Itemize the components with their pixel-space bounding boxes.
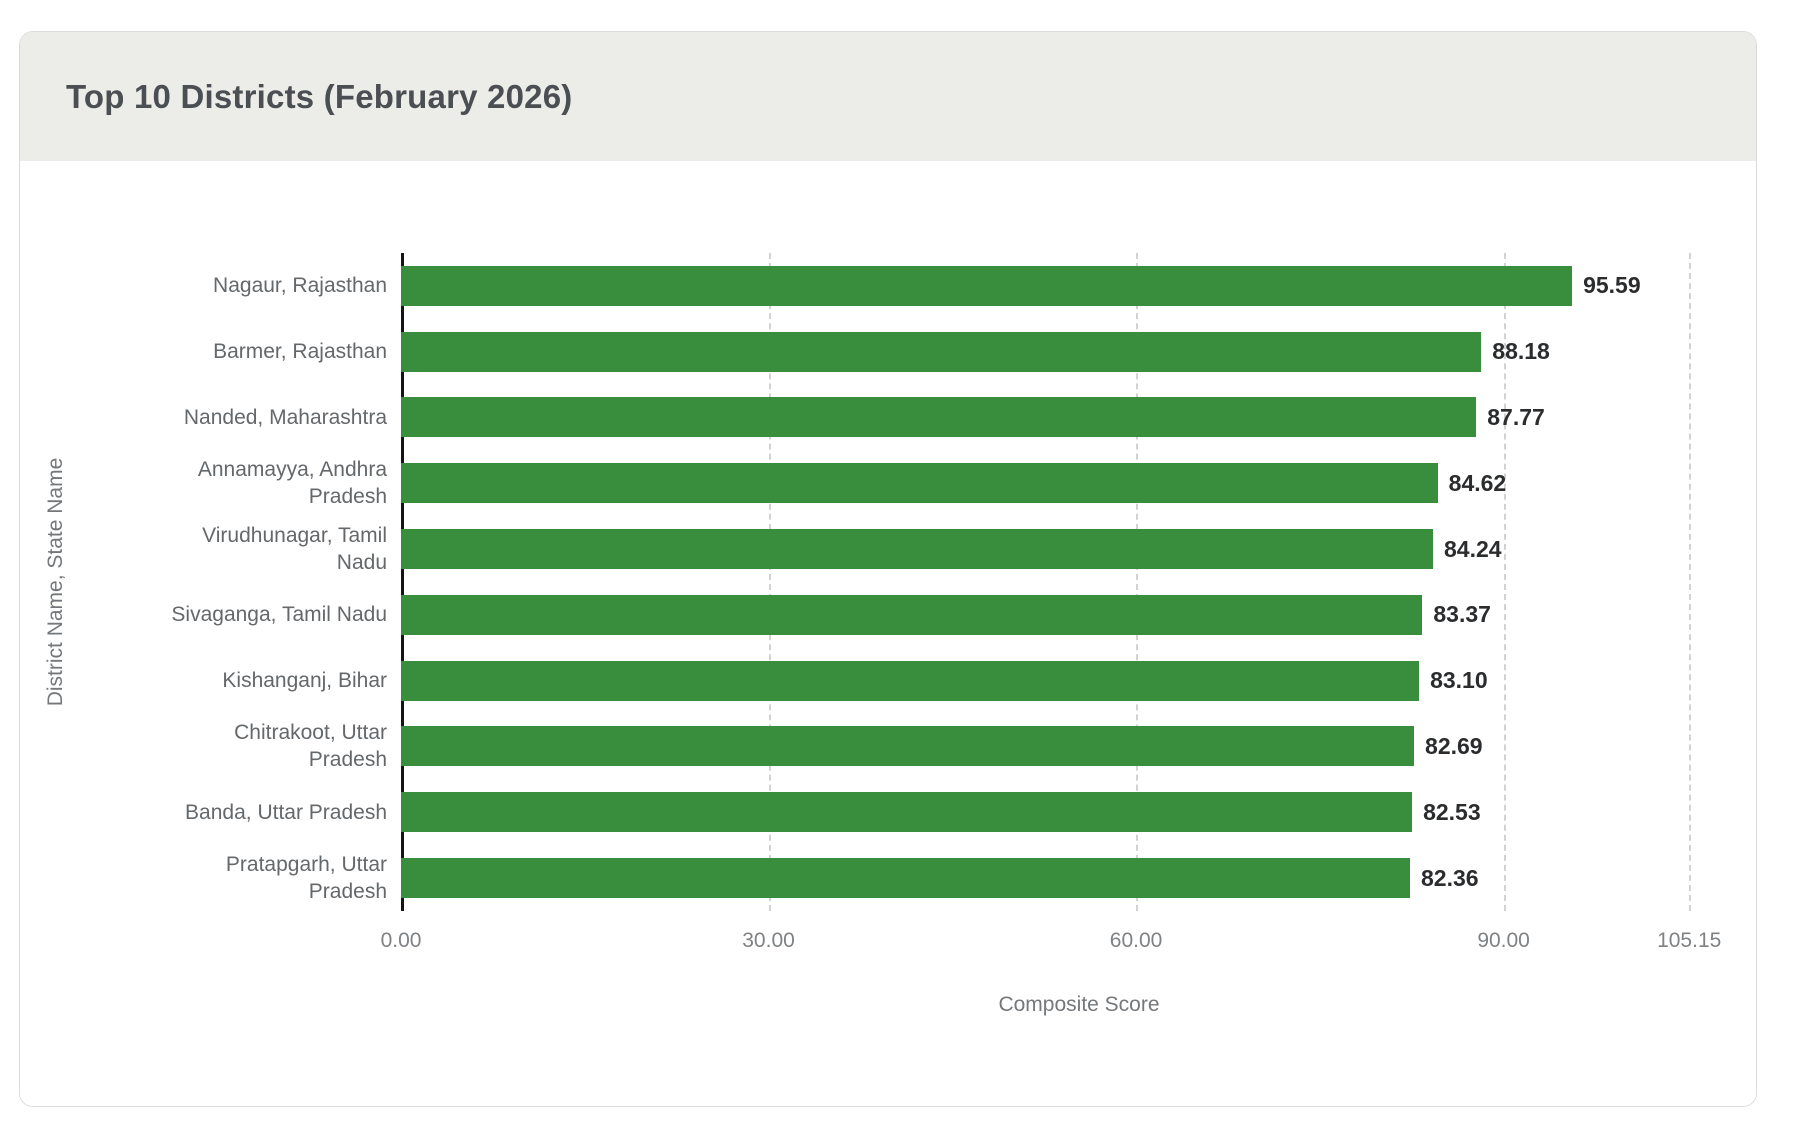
chart-title: Top 10 Districts (February 2026): [66, 77, 573, 115]
gridline-x-90.00: [1503, 253, 1506, 911]
bar-value-label: 82.69: [1425, 732, 1483, 759]
category-label-text: Kishanganj, Bihar: [222, 669, 387, 693]
category-label: Barmer, Rajasthan: [20, 319, 387, 385]
bar-value-label: 82.36: [1420, 864, 1479, 891]
chart-card-header: Top 10 Districts (February 2026): [20, 32, 1756, 161]
bar-row: 88.18: [401, 319, 1756, 385]
bar-value-label: 88.18: [1492, 338, 1550, 365]
category-label-text: Annamayya, Andhra Pradesh: [197, 457, 387, 509]
category-label-text: Banda, Uttar Pradesh: [185, 800, 387, 824]
category-label: Virudhunagar, Tamil Nadu: [20, 516, 387, 582]
bar-rows: 95.59 88.18 87.77 84.62 84.24 83.37 83.10 82.69…: [401, 253, 1756, 911]
x-tick-label: 30.00: [742, 929, 795, 952]
bar-row: 83.37: [401, 582, 1756, 648]
bar-row: 82.36: [401, 845, 1756, 911]
bar-value-label: 83.10: [1430, 667, 1488, 694]
bar-value-label: 84.62: [1448, 469, 1507, 496]
category-label-text: Virudhunagar, Tamil Nadu: [202, 523, 387, 575]
category-label-text: Nanded, Maharashtra: [183, 405, 387, 429]
plot-area: 95.59 88.18 87.77 84.62 84.24 83.37 83.10 82.69…: [401, 253, 1756, 911]
chart-body: District Name, State Name Nagaur, Rajast…: [20, 161, 1756, 1106]
category-label: Annamayya, Andhra Pradesh: [20, 450, 387, 516]
x-tick-label: 60.00: [1109, 929, 1163, 952]
chart-card: Top 10 Districts (February 2026) Distric…: [19, 31, 1757, 1107]
gridline-x-105.15: [1689, 253, 1692, 911]
bar-value-label: 83.37: [1433, 601, 1491, 628]
category-label-text: Pratapgarh, Uttar Pradesh: [225, 852, 387, 904]
x-tick-label: 105.15: [1657, 929, 1722, 952]
category-label: Sivaganga, Tamil Nadu: [20, 582, 387, 648]
x-axis-title: Composite Score: [998, 993, 1160, 1016]
category-label-text: Nagaur, Rajasthan: [213, 274, 387, 298]
bar-row: 84.62: [401, 450, 1756, 516]
x-tick-label: 90.00: [1477, 929, 1530, 952]
category-label: Pratapgarh, Uttar Pradesh: [20, 845, 387, 911]
bar: [401, 331, 1482, 372]
category-label-text: Barmer, Rajasthan: [213, 340, 387, 364]
bar-row: 82.53: [401, 779, 1756, 845]
bar-row: 87.77: [401, 385, 1756, 451]
bar: [401, 792, 1413, 833]
gridline-x-30.00: [768, 253, 771, 911]
bar: [401, 265, 1573, 306]
bar-row: 82.69: [401, 714, 1756, 780]
category-label: Nagaur, Rajasthan: [20, 253, 387, 319]
category-label-text: Sivaganga, Tamil Nadu: [171, 603, 387, 627]
gridline-x-60.00: [1136, 253, 1139, 911]
y-axis-category-labels: Nagaur, Rajasthan Barmer, Rajasthan Nanded…: [20, 253, 387, 911]
y-axis-line: [401, 253, 404, 911]
bar: [401, 463, 1438, 504]
bar: [401, 594, 1423, 635]
bar: [401, 726, 1415, 767]
bar-row: 83.10: [401, 648, 1756, 714]
category-label-text: Chitrakoot, Uttar Pradesh: [234, 721, 387, 772]
bar: [401, 660, 1420, 701]
category-label: Kishanganj, Bihar: [20, 648, 387, 714]
category-label: Banda, Uttar Pradesh: [20, 779, 387, 845]
bar-row: 84.24: [401, 516, 1756, 582]
bar-value-label: 82.53: [1423, 798, 1481, 825]
bar: [401, 858, 1410, 899]
bar-value-label: 84.24: [1444, 535, 1502, 562]
x-axis-tick-labels: 0.00 30.00 60.00 90.00 105.15: [381, 929, 1756, 959]
bar: [401, 529, 1434, 570]
category-label: Chitrakoot, Uttar Pradesh: [20, 714, 387, 780]
bar-value-label: 95.59: [1583, 272, 1641, 299]
bar-row: 95.59: [401, 253, 1756, 319]
bar-value-label: 87.77: [1487, 403, 1545, 430]
bar: [401, 397, 1477, 438]
x-tick-label: 0.00: [380, 929, 422, 952]
category-label: Nanded, Maharashtra: [20, 385, 387, 451]
